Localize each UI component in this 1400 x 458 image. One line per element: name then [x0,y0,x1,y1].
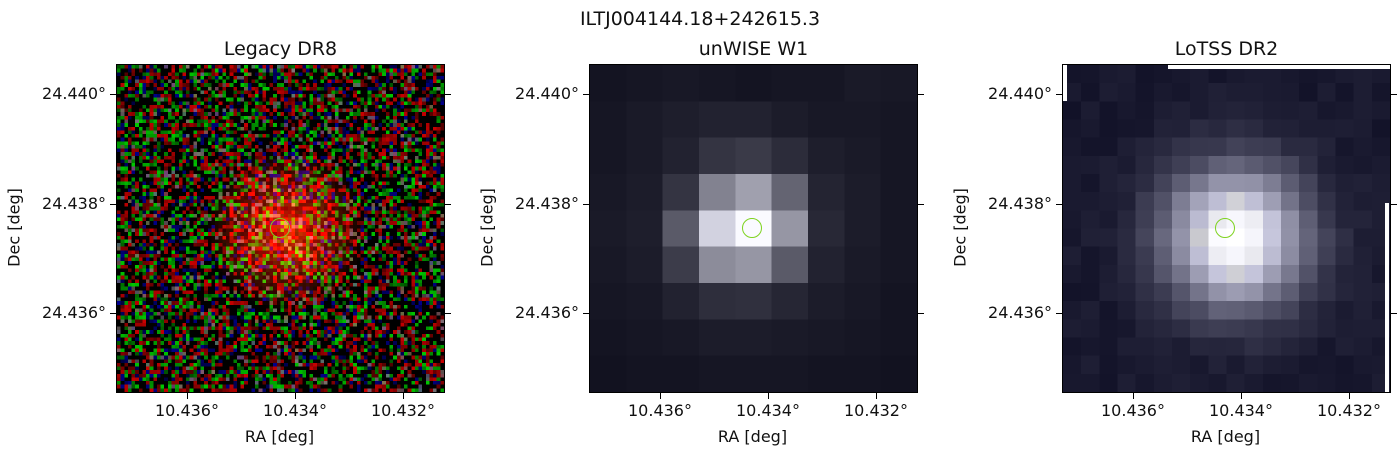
panel-legacy-dr8: Legacy DR8 [0,0,445,458]
x-tick-label: 10.436° [1101,401,1165,420]
x-tick-label: 10.434° [1209,401,1273,420]
image-edge-artifact [1063,65,1067,101]
x-tick-label: 10.436° [155,401,219,420]
y-tick-mark-right [918,204,924,205]
panel-unwise-w1: unWISE W1 [473,0,918,458]
target-marker [742,218,762,238]
y-tick-label: 24.440° [988,84,1052,103]
x-tick-mark [876,393,877,399]
x-tick-mark [1241,393,1242,399]
y-axis-label: Dec [deg] [477,187,497,267]
panel-title: Legacy DR8 [223,38,338,60]
target-marker [270,218,290,238]
x-tick-label: 10.432° [371,401,435,420]
x-tick-mark [768,393,769,399]
x-tick-label: 10.434° [263,401,327,420]
y-tick-label: 24.440° [42,84,106,103]
y-tick-label: 24.438° [988,194,1052,213]
panel-title: LoTSS DR2 [1174,38,1279,60]
y-tick-mark-right [445,94,451,95]
y-tick-mark-right [445,313,451,314]
panel-title: unWISE W1 [698,38,809,60]
x-axis-label: RA [deg] [717,427,788,446]
y-tick-mark [110,94,116,95]
figure-title: ILTJ004144.18+242615.3 [579,8,821,30]
x-tick-mark [1349,393,1350,399]
y-tick-label: 24.438° [515,194,579,213]
y-tick-mark-right [1391,94,1397,95]
x-tick-label: 10.436° [628,401,692,420]
image-edge-artifact [1385,203,1389,392]
y-tick-mark [110,204,116,205]
x-tick-mark [295,393,296,399]
y-tick-label: 24.438° [42,194,106,213]
y-axis-label: Dec [deg] [950,187,970,267]
x-tick-mark [403,393,404,399]
x-tick-label: 10.432° [1317,401,1381,420]
y-tick-mark-right [918,94,924,95]
x-tick-mark [1133,393,1134,399]
image-edge-artifact [1168,65,1390,69]
x-axis-label: RA [deg] [1190,427,1261,446]
y-tick-mark [1056,313,1062,314]
x-tick-label: 10.434° [736,401,800,420]
y-axis-label: Dec [deg] [4,187,24,267]
y-tick-mark-right [1391,204,1397,205]
y-tick-mark-right [1391,313,1397,314]
target-marker [1215,218,1235,238]
y-tick-mark [583,313,589,314]
x-tick-mark [660,393,661,399]
x-axis-label: RA [deg] [244,427,315,446]
y-tick-mark [1056,204,1062,205]
y-tick-mark [1056,94,1062,95]
y-tick-mark [110,313,116,314]
y-tick-label: 24.436° [988,303,1052,322]
x-tick-mark [187,393,188,399]
y-tick-mark [583,204,589,205]
y-tick-label: 24.436° [42,303,106,322]
x-tick-label: 10.432° [844,401,908,420]
y-tick-mark [583,94,589,95]
y-tick-mark-right [445,204,451,205]
lotss-image [1062,64,1391,393]
y-tick-mark-right [918,313,924,314]
y-tick-label: 24.436° [515,303,579,322]
panel-lotss-dr2: LoTSS DR2 [946,0,1391,458]
y-tick-label: 24.440° [515,84,579,103]
